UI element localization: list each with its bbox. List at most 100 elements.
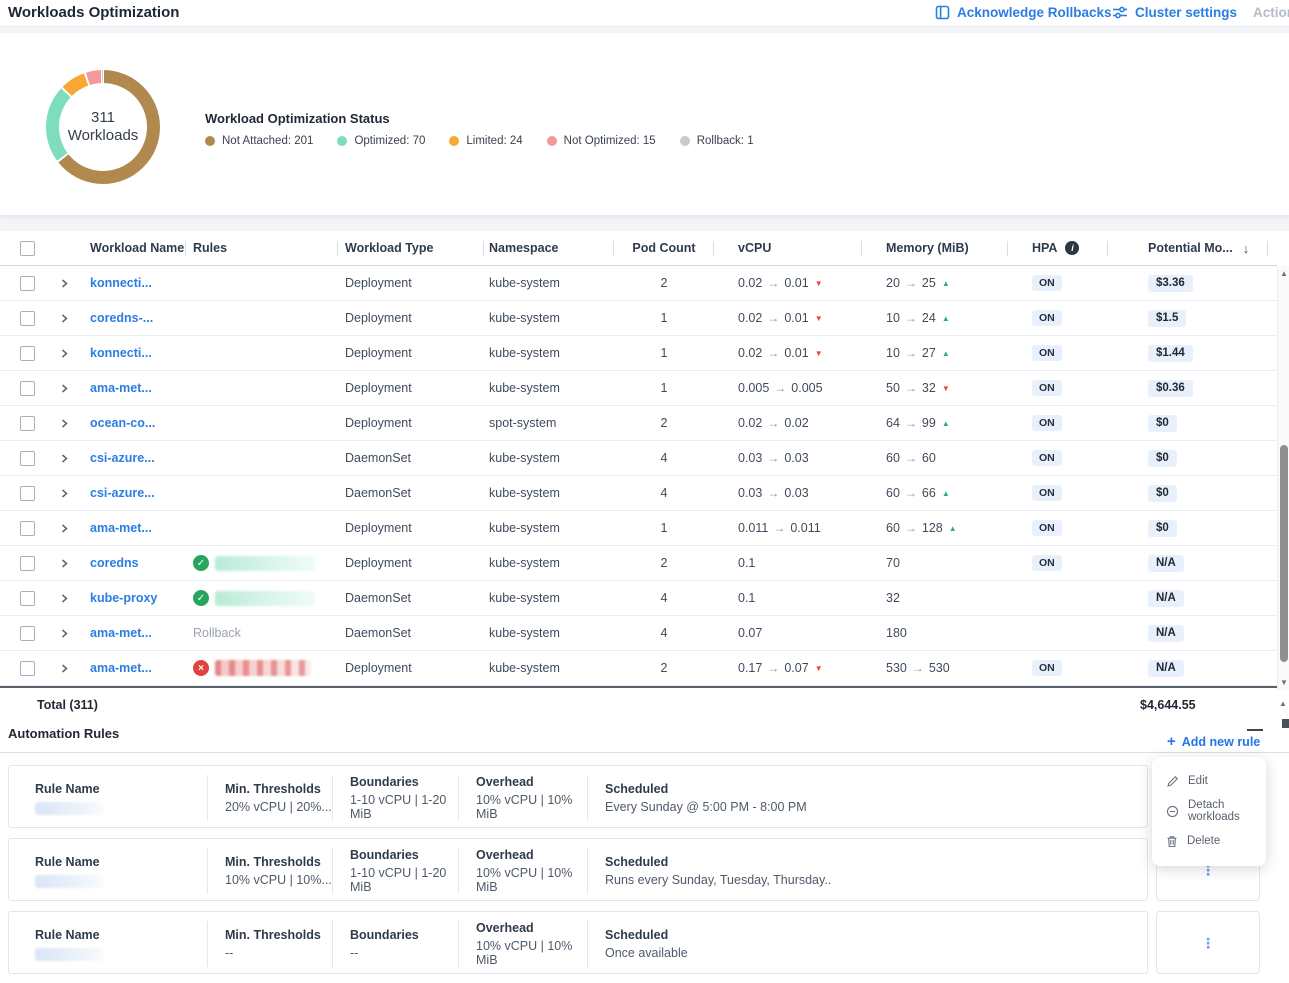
donut-center-value: 311 [91,109,115,127]
workload-name-link[interactable]: ama-met... [90,661,152,675]
workload-name-link[interactable]: coredns [90,556,139,570]
row-checkbox[interactable] [20,346,35,361]
workload-type-cell: Deployment [338,301,484,335]
namespace-cell: kube-system [484,651,614,685]
workload-name-link[interactable]: ama-met... [90,381,152,395]
table-row[interactable]: ocean-co...Deploymentspot-system20.02→0.… [0,406,1277,441]
table-row[interactable]: konnecti...Deploymentkube-system20.02→0.… [0,266,1277,301]
menu-item-detach-workloads[interactable]: Detach workloads [1152,796,1266,826]
column-header-vcpu[interactable]: vCPU [714,231,862,265]
chevron-right-icon[interactable] [60,454,69,463]
row-checkbox[interactable] [20,626,35,641]
row-checkbox[interactable] [20,591,35,606]
column-header-workload-type[interactable]: Workload Type [338,231,484,265]
chevron-right-icon[interactable] [60,279,69,288]
kebab-menu-icon[interactable]: ⋮ [1201,936,1215,950]
row-checkbox[interactable] [20,311,35,326]
table-row[interactable]: csi-azure...DaemonSetkube-system40.03→0.… [0,441,1277,476]
scrollbar-thumb[interactable] [1280,445,1288,662]
chevron-right-icon[interactable] [60,489,69,498]
row-checkbox[interactable] [20,486,35,501]
workload-name-link[interactable]: konnecti... [90,276,152,290]
checkbox-cell [0,581,46,615]
info-icon[interactable]: i [1065,241,1079,255]
rule-context-menu: EditDetach workloadsDelete [1152,757,1266,866]
workload-name-link[interactable]: ama-met... [90,626,152,640]
pencil-icon [1166,775,1179,788]
chevron-right-icon[interactable] [60,314,69,323]
namespace: kube-system [489,486,560,500]
column-header-namespace[interactable]: Namespace [484,231,614,265]
pod-count-cell: 1 [614,336,714,370]
workload-name-link[interactable]: kube-proxy [90,591,157,605]
expand-cell [46,511,80,545]
rule-boundaries-cell: Boundaries1-10 vCPU | 1-20 MiB [332,775,458,821]
table-row[interactable]: coredns✓Deploymentkube-system20.170ONN/A [0,546,1277,581]
column-header-rules[interactable]: Rules [186,231,338,265]
chevron-right-icon[interactable] [60,524,69,533]
memory-to: 530 [929,661,950,675]
table-row[interactable]: ama-met...RollbackDaemonSetkube-system40… [0,616,1277,651]
scroll-down-arrow[interactable]: ▼ [1278,678,1289,687]
column-header-pod-count[interactable]: Pod Count [614,231,714,265]
chevron-right-icon[interactable] [60,559,69,568]
page-scrollbar-thumb[interactable] [1282,719,1289,728]
automation-rules-header: Automation Rules [0,722,1289,752]
pod-count: 4 [661,591,668,605]
row-checkbox[interactable] [20,416,35,431]
legend-item-not-optimized: Not Optimized: 15 [547,135,656,147]
workload-name-link[interactable]: ocean-co... [90,416,155,430]
column-header-memory[interactable]: Memory (MiB) [862,231,1008,265]
sort-desc-arrow-icon[interactable]: ↓ [1243,241,1250,256]
table-row[interactable]: ama-met...×Deploymentkube-system20.17→0.… [0,651,1277,686]
workload-name-link[interactable]: csi-azure... [90,451,155,465]
legend-item-limited: Limited: 24 [449,135,522,147]
chevron-right-icon[interactable] [60,419,69,428]
namespace: kube-system [489,626,560,640]
scroll-up-arrow[interactable]: ▲ [1278,269,1289,278]
table-row[interactable]: konnecti...Deploymentkube-system10.02→0.… [0,336,1277,371]
column-header-workload-name[interactable]: Workload Name [80,231,186,265]
table-row[interactable]: ama-met...Deploymentkube-system10.005→0.… [0,371,1277,406]
namespace-cell: kube-system [484,546,614,580]
chevron-right-icon[interactable] [60,384,69,393]
namespace-cell: kube-system [484,441,614,475]
table-row[interactable]: ama-met...Deploymentkube-system10.011→0.… [0,511,1277,546]
menu-item-delete[interactable]: Delete [1152,826,1266,856]
row-checkbox[interactable] [20,451,35,466]
column-header-hpa[interactable]: HPA i [1008,231,1108,265]
memory-from: 60 [886,521,900,535]
top-action-actions[interactable]: Actions [1253,5,1289,20]
table-row[interactable]: coredns-...Deploymentkube-system10.02→0.… [0,301,1277,336]
row-checkbox[interactable] [20,661,35,676]
row-checkbox[interactable] [20,276,35,291]
menu-item-edit[interactable]: Edit [1152,766,1266,796]
vcpu-from: 0.011 [738,521,768,535]
page-scroll-up-arrow[interactable]: ▲ [1277,699,1289,708]
top-action-cluster-settings[interactable]: Cluster settings [1112,5,1237,20]
potential-badge: $0 [1148,450,1177,467]
row-checkbox[interactable] [20,381,35,396]
chevron-right-icon[interactable] [60,349,69,358]
workload-name-link[interactable]: konnecti... [90,346,152,360]
top-action-acknowledge-rollbacks[interactable]: Acknowledge Rollbacks [935,5,1112,20]
table-row[interactable]: csi-azure...DaemonSetkube-system40.03→0.… [0,476,1277,511]
workload-name-link[interactable]: coredns-... [90,311,153,325]
chevron-right-icon[interactable] [60,664,69,673]
row-checkbox[interactable] [20,556,35,571]
column-header-potential[interactable]: Potential Mo... ↓ [1108,231,1268,265]
trend-down-icon: ▼ [942,384,950,393]
potential-cell: $0 [1108,511,1268,545]
arrow-right-icon: → [905,451,917,465]
chevron-right-icon[interactable] [60,629,69,638]
workload-name-link[interactable]: csi-azure... [90,486,155,500]
row-checkbox[interactable] [20,521,35,536]
trend-down-icon: ▼ [815,314,823,323]
add-new-rule-button[interactable]: + Add new rule [1167,733,1260,750]
chevron-right-icon[interactable] [60,594,69,603]
workload-name-link[interactable]: ama-met... [90,521,152,535]
table-row[interactable]: kube-proxy✓DaemonSetkube-system40.132N/A [0,581,1277,616]
select-all-checkbox[interactable] [20,241,35,256]
arrow-right-icon: → [767,451,779,465]
namespace: kube-system [489,591,560,605]
